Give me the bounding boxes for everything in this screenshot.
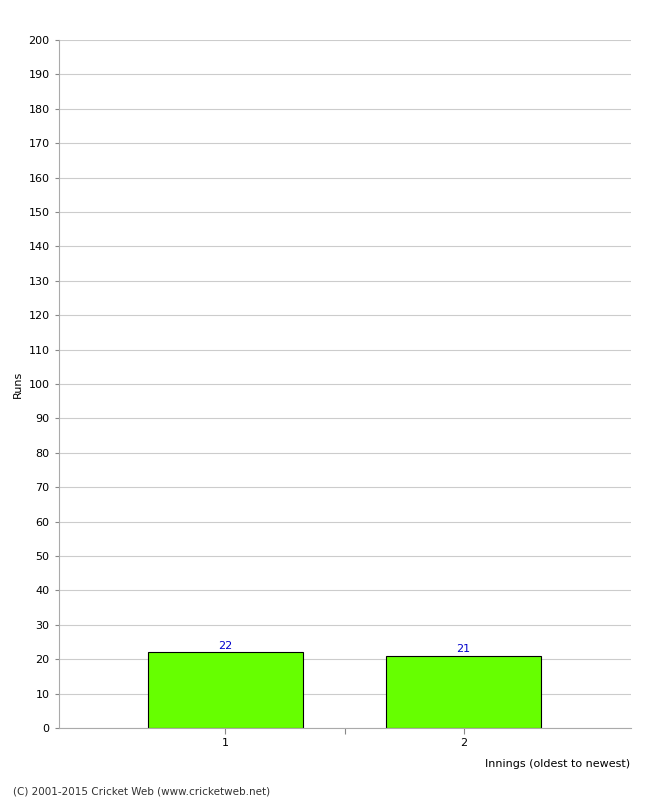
Bar — [148, 652, 303, 728]
Text: Innings (oldest to newest): Innings (oldest to newest) — [486, 759, 630, 769]
Text: 22: 22 — [218, 641, 233, 650]
Text: 21: 21 — [456, 644, 471, 654]
Bar — [386, 656, 541, 728]
Text: (C) 2001-2015 Cricket Web (www.cricketweb.net): (C) 2001-2015 Cricket Web (www.cricketwe… — [13, 786, 270, 796]
Y-axis label: Runs: Runs — [13, 370, 23, 398]
